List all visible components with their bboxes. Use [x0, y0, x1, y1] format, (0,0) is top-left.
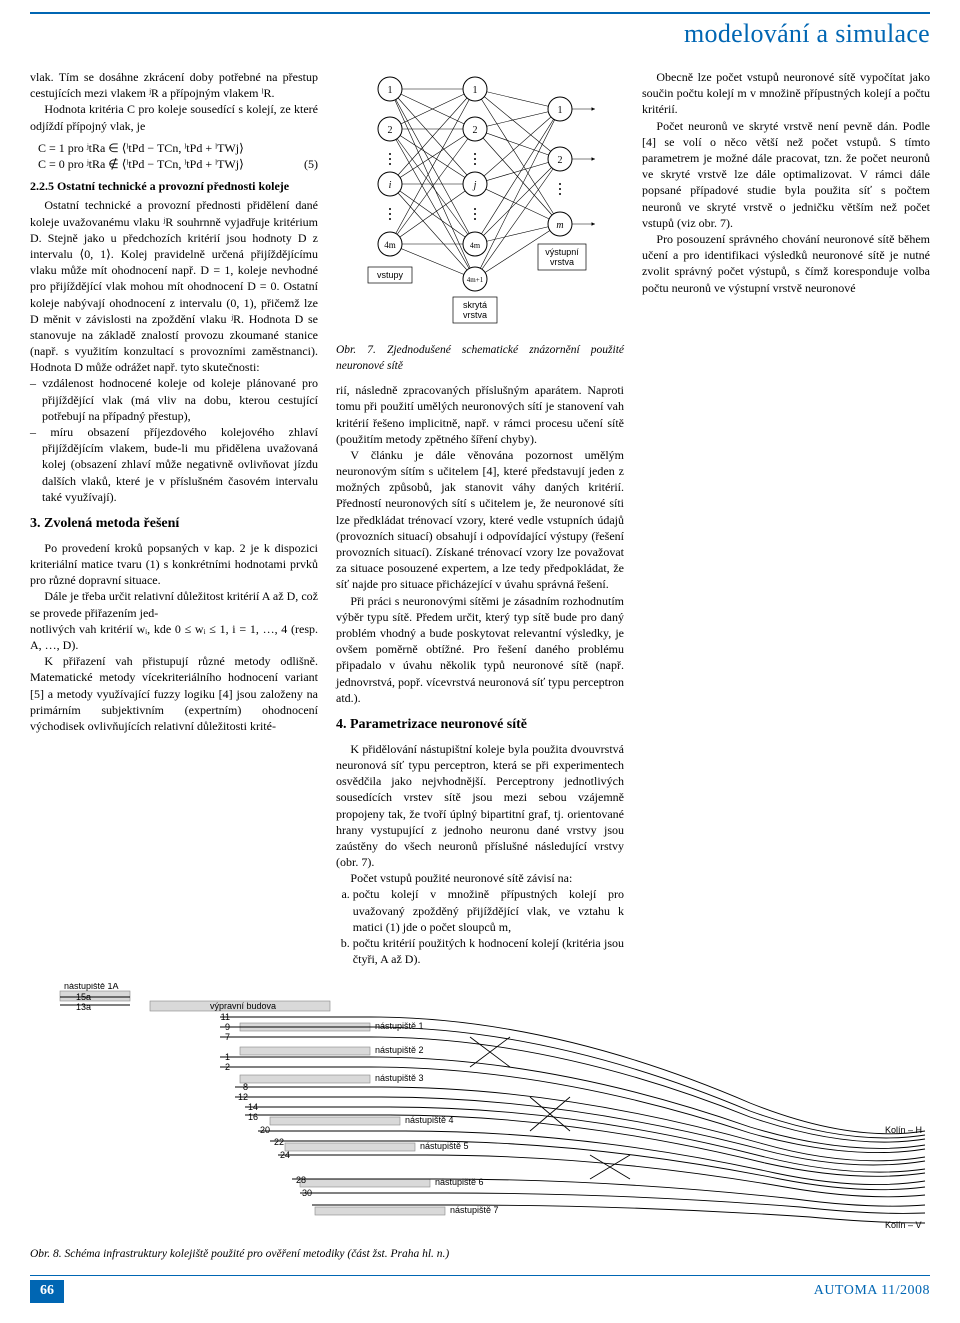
track-schema-svg: nástupiště 1A 15a 13a výpravní budova 11…: [30, 983, 930, 1243]
figure-7: 1 2 i 4m 1 2 j 4m 4m+1 1 2 m vstupy skry…: [336, 69, 624, 374]
page-number: 66: [30, 1280, 64, 1303]
f8-p6: nástupiště 6: [435, 1177, 484, 1187]
c1-p1: vlak. Tím se dosáhne zkrácení doby potře…: [30, 69, 318, 101]
c1-p3: Ostatní technické a provozní přednosti p…: [30, 197, 318, 375]
nn-in1: 1: [388, 85, 393, 96]
header-rule: [30, 12, 930, 14]
nn-in4m: 4m: [384, 240, 396, 250]
f8-p1: nástupiště 1: [375, 1021, 424, 1031]
c1-p5: Dále je třeba určit relativní důležitost…: [30, 588, 318, 620]
c3-p4: Obecně lze počet vstupů neuronové sítě v…: [642, 69, 930, 118]
eq5b: C = 0 pro ʲtRa ∉ ⟨ˡtPd − TCn, ˡtPd + ˡTW…: [38, 157, 244, 171]
c2-p1: notlivých vah kritérií wᵢ, kde 0 ≤ wᵢ ≤ …: [30, 621, 318, 653]
nn-h1: 1: [473, 85, 478, 96]
f8-13a: 13a: [76, 1002, 91, 1012]
f8-p2: nástupiště 2: [375, 1045, 424, 1055]
c2-p4: V článku je dále věnována pozornost uměl…: [336, 447, 624, 593]
c2-p3: rií, následně zpracovaných příslušným ap…: [336, 382, 624, 447]
f8-budova: výpravní budova: [210, 1001, 276, 1011]
eq5-num: (5): [304, 156, 318, 172]
neural-net-svg: 1 2 i 4m 1 2 j 4m 4m+1 1 2 m vstupy skry…: [350, 69, 610, 339]
c1-li1: vzdálenost hodnocené koleje od koleje pl…: [42, 375, 318, 424]
nn-ini: i: [389, 180, 392, 191]
f8-p5: nástupiště 5: [420, 1141, 469, 1151]
f8-n1a: nástupiště 1A: [64, 983, 119, 991]
c1-li2: míru obsazení příjezdového kolejového zh…: [42, 424, 318, 505]
c1-p4: Po provedení kroků popsaných v kap. 2 je…: [30, 540, 318, 589]
nn-skryta1: skrytá: [463, 300, 487, 310]
fig8-caption: Obr. 8. Schéma infrastruktury kolejiště …: [30, 1247, 930, 1263]
f8-16: 16: [248, 1112, 258, 1122]
nn-skryta2: vrstva: [463, 310, 487, 320]
nn-o2: 2: [558, 155, 563, 166]
nn-h4m1: 4m+1: [467, 276, 484, 284]
c3-lia: počtu kolejí v množině přípustných kolej…: [353, 886, 624, 935]
nn-o1: 1: [558, 105, 563, 116]
nn-om: m: [556, 220, 563, 231]
body-columns: vlak. Tím se dosáhne zkrácení doby potře…: [30, 69, 930, 969]
c3-p1: Při práci s neuronovými sítěmi je zásadn…: [336, 593, 624, 706]
c1-list: vzdálenost hodnocené koleje od koleje pl…: [30, 375, 318, 505]
heading-4: 4. Parametrizace neuronové sítě: [336, 716, 624, 735]
nn-vystup1: výstupní: [545, 247, 579, 257]
f8-22: 22: [274, 1137, 284, 1147]
c2-p2: K přiřazení vah přistupují různé metody …: [30, 653, 318, 734]
nn-vstupy: vstupy: [377, 270, 404, 280]
c3-p5: Počet neuronů ve skryté vrstvě není pevn…: [642, 118, 930, 231]
c3-lib: počtu kritérií použitých k hodnocení kol…: [353, 935, 624, 967]
c3-list: počtu kolejí v množině přípustných kolej…: [336, 886, 624, 967]
nn-vystup2: vrstva: [550, 257, 574, 267]
fig7-caption: Obr. 7. Zjednodušené schematické znázorn…: [336, 343, 624, 374]
f8-28: 28: [296, 1175, 306, 1185]
nn-h4m: 4m: [470, 241, 481, 250]
eq5a: C = 1 pro ʲtRa ∈ ⟨ˡtPd − TCn, ˡtPd + ˡTW…: [38, 141, 244, 155]
c1-p2: Hodnota kritéria C pro koleje sousedící …: [30, 101, 318, 133]
f8-p3: nástupiště 3: [375, 1073, 424, 1083]
c3-p6: Pro posouzení správného chování neuronov…: [642, 231, 930, 296]
heading-3: 3. Zvolená metoda řešení: [30, 515, 318, 534]
journal-ref: AUTOMA 11/2008: [814, 1282, 930, 1301]
f8-kolinV: Kolín – V: [885, 1220, 922, 1230]
figure-8: nástupiště 1A 15a 13a výpravní budova 11…: [30, 983, 930, 1263]
c3-p2: K přidělování nástupištní koleje byla po…: [336, 741, 624, 871]
nn-in2: 2: [388, 125, 393, 136]
heading-2-2-5: 2.2.5 Ostatní technické a provozní předn…: [30, 178, 318, 194]
equation-5: C = 1 pro ʲtRa ∈ ⟨ˡtPd − TCn, ˡtPd + ˡTW…: [30, 140, 318, 172]
c3-p3: Počet vstupů použité neuronové sítě závi…: [336, 870, 624, 886]
category-title: modelování a simulace: [30, 16, 930, 51]
f8-20: 20: [260, 1125, 270, 1135]
nn-h2: 2: [473, 125, 478, 136]
page-footer: 66 AUTOMA 11/2008: [30, 1275, 930, 1303]
f8-p7: nástupiště 7: [450, 1205, 499, 1215]
